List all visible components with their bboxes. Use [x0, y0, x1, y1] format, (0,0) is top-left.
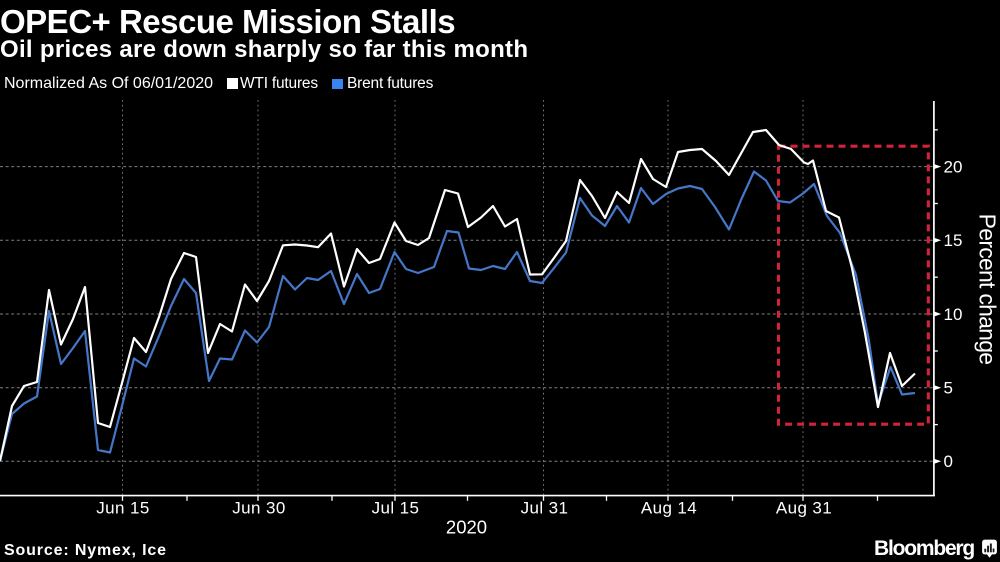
svg-text:10: 10 [944, 305, 963, 324]
svg-text:Jun 15: Jun 15 [96, 499, 149, 518]
svg-text:0: 0 [944, 452, 953, 471]
svg-text:Jul 31: Jul 31 [521, 499, 569, 518]
svg-text:Aug 31: Aug 31 [776, 499, 832, 518]
svg-text:Jun 30: Jun 30 [232, 499, 285, 518]
svg-text:15: 15 [944, 231, 963, 250]
svg-text:20: 20 [944, 158, 963, 177]
svg-text:5: 5 [944, 379, 953, 398]
svg-text:Aug 14: Aug 14 [641, 499, 697, 518]
svg-text:Jul 15: Jul 15 [372, 499, 420, 518]
svg-text:Percent change: Percent change [974, 214, 1000, 365]
svg-text:2020: 2020 [446, 517, 487, 538]
